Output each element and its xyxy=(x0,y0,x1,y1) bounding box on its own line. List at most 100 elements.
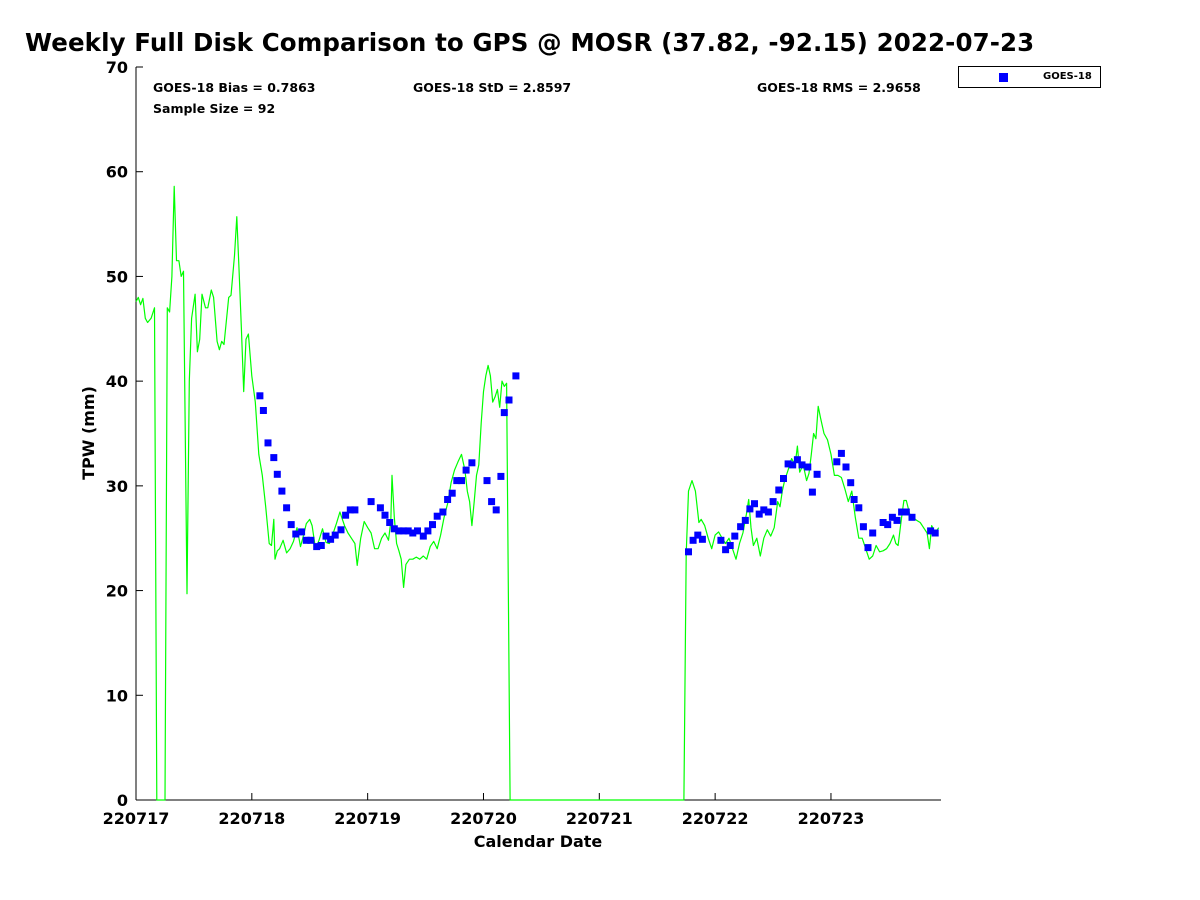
x-tick-label: 220717 xyxy=(103,809,170,828)
goes-18-point xyxy=(259,407,267,414)
goes-18-point xyxy=(689,536,697,544)
goes-18-point xyxy=(717,536,725,544)
x-tick-label: 220721 xyxy=(566,809,633,828)
goes-18-series xyxy=(256,372,939,556)
goes-18-point xyxy=(395,527,403,535)
goes-18-point xyxy=(746,505,754,513)
goes-18-point xyxy=(458,477,465,485)
x-tick-label: 220722 xyxy=(682,809,749,828)
sample-size-stat: Sample Size = 92 xyxy=(153,101,276,116)
goes-18-point xyxy=(755,510,763,518)
legend: GOES-18 xyxy=(958,66,1101,88)
goes-18-point xyxy=(685,548,692,556)
goes-18-point xyxy=(864,544,872,552)
gps-series xyxy=(135,185,940,801)
goes-18-point xyxy=(898,508,906,516)
goes-18-point xyxy=(400,527,408,535)
goes-18-point xyxy=(722,546,730,554)
goes-18-point xyxy=(264,439,272,447)
goes-18-point xyxy=(453,477,461,485)
goes-18-point xyxy=(798,461,806,469)
goes-18-point xyxy=(842,463,850,471)
goes-18-point xyxy=(837,449,845,457)
goes-18-point xyxy=(419,532,427,540)
goes-18-point xyxy=(429,521,436,529)
y-tick-label: 30 xyxy=(106,477,128,496)
goes-18-point xyxy=(884,521,892,529)
std-stat: GOES-18 StD = 2.8597 xyxy=(413,80,572,95)
goes-18-point xyxy=(273,470,281,478)
goes-18-point xyxy=(448,489,456,497)
goes-18-point xyxy=(313,543,321,551)
goes-18-point xyxy=(409,529,417,537)
goes-18-point xyxy=(888,513,896,521)
goes-18-point xyxy=(439,508,447,516)
goes-18-point xyxy=(322,532,330,540)
x-tick-label: 220719 xyxy=(334,809,401,828)
y-tick-label: 40 xyxy=(106,372,128,391)
goes-18-point xyxy=(283,504,291,512)
goes-18-point xyxy=(462,466,470,474)
goes-18-point xyxy=(404,527,412,535)
goes-18-point xyxy=(307,536,315,544)
goes-18-point xyxy=(381,511,389,519)
goes-18-point xyxy=(869,529,877,537)
goes-18-point xyxy=(270,454,278,462)
goes-18-point xyxy=(488,498,496,506)
y-axis-label: TPW (mm) xyxy=(79,386,98,480)
goes-18-point xyxy=(414,527,421,535)
goes-18-point xyxy=(737,523,745,531)
goes-18-point xyxy=(346,506,354,514)
goes-18-point xyxy=(833,458,841,466)
goes-18-point xyxy=(804,463,812,471)
goes-18-point xyxy=(386,519,394,526)
goes-18-point xyxy=(784,460,792,468)
gps-line xyxy=(135,185,940,801)
goes-18-point xyxy=(902,508,910,516)
goes-18-point xyxy=(317,542,325,549)
goes-18-point xyxy=(879,519,887,526)
goes-18-point xyxy=(376,504,384,512)
goes-18-point xyxy=(813,470,821,478)
bias-stat: GOES-18 Bias = 0.7863 xyxy=(153,80,316,95)
goes-18-point xyxy=(769,498,777,506)
goes-18-point xyxy=(433,512,441,520)
goes-18-point xyxy=(278,487,286,495)
chart-title: Weekly Full Disk Comparison to GPS @ MOS… xyxy=(25,28,1035,57)
goes-18-point xyxy=(780,475,787,482)
x-tick-label: 220720 xyxy=(450,809,517,828)
goes-18-point xyxy=(287,521,295,529)
goes-18-point xyxy=(500,409,508,417)
goes-18-point xyxy=(302,536,310,544)
goes-18-point xyxy=(327,535,335,543)
goes-18-point xyxy=(698,535,706,543)
goes-18-point xyxy=(789,461,797,469)
goes-18-point xyxy=(751,500,758,508)
goes-18-point xyxy=(859,523,867,531)
goes-18-point xyxy=(726,542,734,549)
goes-18-point xyxy=(793,456,801,464)
goes-18-point xyxy=(850,496,858,503)
x-axis-label: Calendar Date xyxy=(474,832,603,851)
legend-label: GOES-18 xyxy=(1043,71,1092,82)
goes-18-point xyxy=(468,459,476,467)
goes-18-point xyxy=(298,528,306,536)
goes-18-point xyxy=(927,527,935,535)
y-tick-label: 20 xyxy=(106,582,128,601)
goes-18-point xyxy=(741,516,749,524)
goes-18-point xyxy=(424,527,432,535)
goes-18-point xyxy=(760,506,768,514)
y-tick-label: 70 xyxy=(106,58,128,77)
goes-18-point xyxy=(483,477,491,485)
goes-18-point xyxy=(855,504,863,512)
goes-18-point xyxy=(497,472,505,480)
goes-18-point xyxy=(694,531,702,539)
y-tick-label: 50 xyxy=(106,267,128,286)
goes-18-point xyxy=(367,498,375,506)
tick-labels: 0 10 20 30 40 50 60 70 220717 220718 220719 220720 2… xyxy=(103,58,865,828)
goes-18-point xyxy=(337,526,345,534)
goes-18-point xyxy=(847,479,855,487)
goes-18-point xyxy=(444,496,452,503)
goes-18-point xyxy=(492,506,500,514)
